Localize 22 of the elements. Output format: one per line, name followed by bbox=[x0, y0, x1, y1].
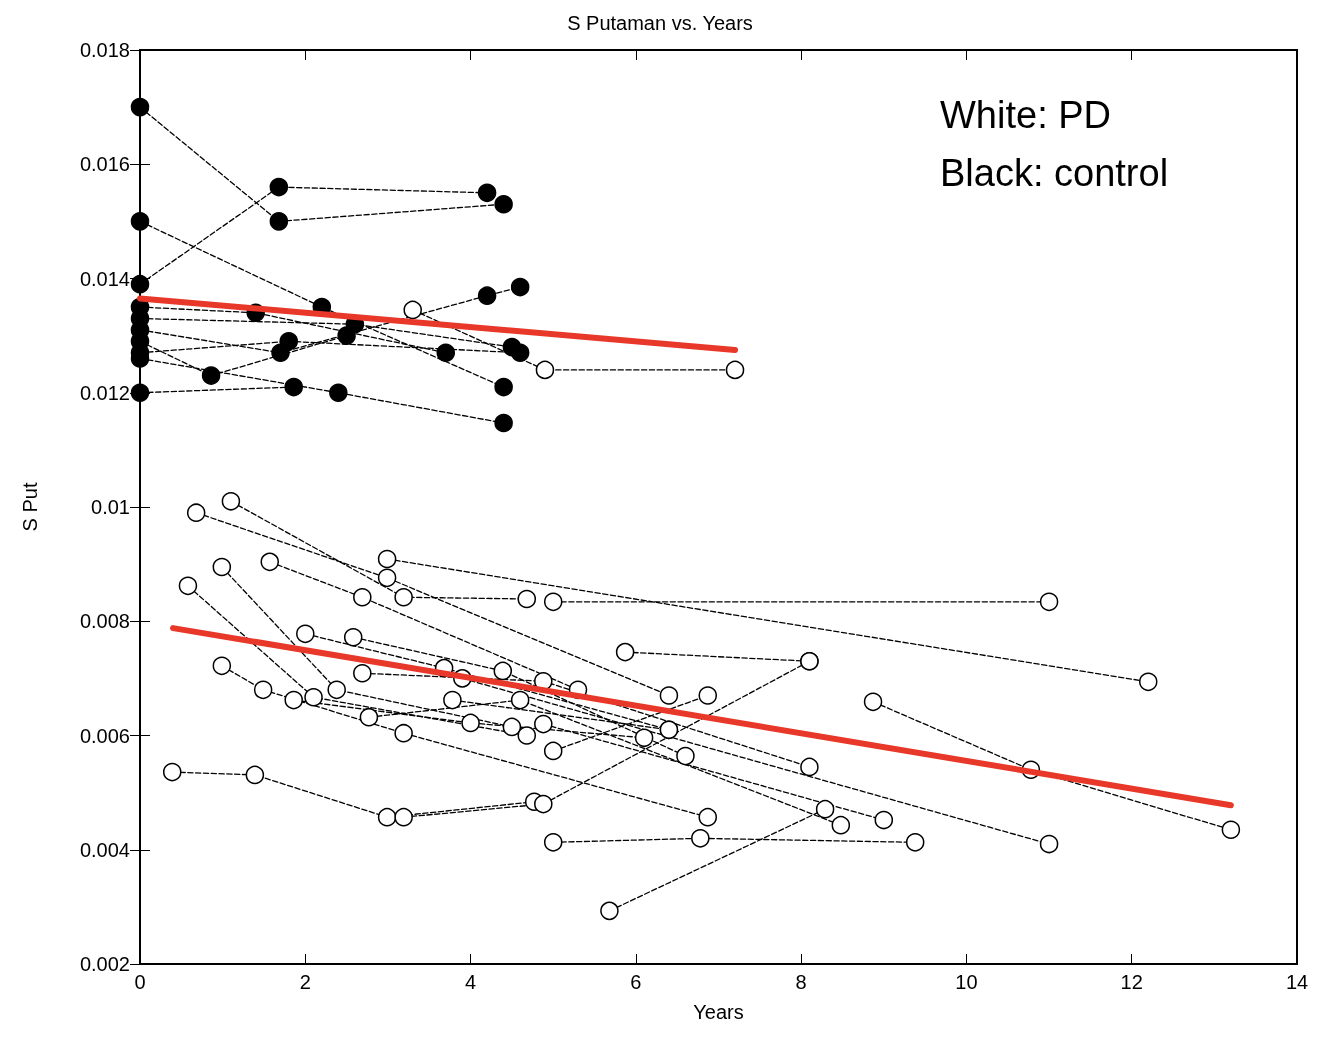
y-tick-label: 0.006 bbox=[79, 724, 130, 747]
x-tick-label: 8 bbox=[795, 971, 807, 993]
y-tick-label: 0.012 bbox=[79, 381, 130, 404]
chart-title: S Putaman vs. Years bbox=[567, 12, 753, 34]
y-tick-label: 0.004 bbox=[79, 838, 130, 861]
x-tick-label: 0 bbox=[134, 971, 146, 993]
y-tick-label: 0.016 bbox=[79, 153, 130, 176]
y-tick-label: 0.014 bbox=[79, 267, 130, 290]
y-tick-label: 0.018 bbox=[79, 39, 130, 61]
x-axis-title: Years bbox=[693, 1001, 744, 1023]
y-tick-label: 0.01 bbox=[91, 496, 130, 518]
y-axis-title: S Put bbox=[19, 482, 41, 532]
y-tick-label: 0.002 bbox=[79, 953, 130, 975]
x-tick-label: 2 bbox=[299, 971, 311, 993]
x-tick-label: 4 bbox=[465, 971, 477, 993]
x-tick-label: 14 bbox=[1285, 971, 1309, 993]
annotation: Black: control bbox=[940, 152, 1169, 194]
x-tick-label: 6 bbox=[630, 971, 642, 993]
annotation: White: PD bbox=[940, 94, 1112, 136]
x-tick-label: 10 bbox=[955, 971, 978, 993]
y-tick-label: 0.008 bbox=[79, 610, 130, 633]
x-tick-label: 12 bbox=[1120, 971, 1143, 993]
